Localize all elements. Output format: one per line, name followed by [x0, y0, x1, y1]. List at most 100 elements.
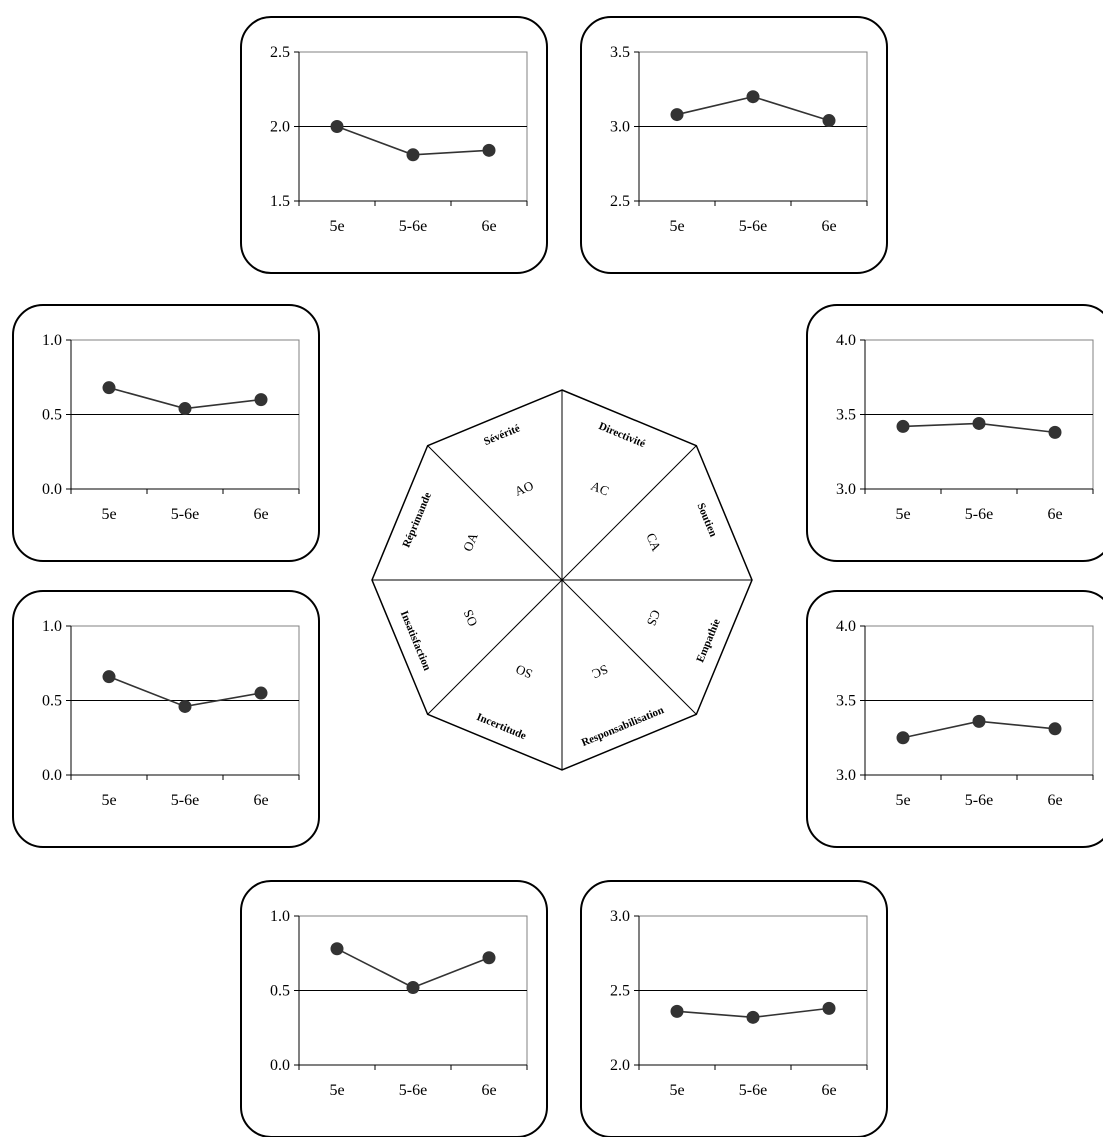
data-point-6e: [822, 1001, 836, 1015]
data-point-5e: [330, 120, 344, 133]
y-tick-label: 3.5: [836, 407, 856, 424]
x-tick-label: 5-6e: [171, 792, 199, 809]
y-tick-label: 1.0: [42, 332, 62, 349]
data-point-6e: [482, 143, 496, 157]
y-tick-label: 2.5: [270, 44, 290, 61]
x-tick-label: 5e: [895, 506, 910, 523]
x-tick-label: 6e: [481, 218, 496, 235]
y-tick-label: 1.0: [270, 908, 290, 925]
data-point-5e: [896, 731, 910, 745]
octagon-code-label: AC: [589, 478, 611, 499]
y-tick-label: 0.0: [270, 1057, 290, 1074]
x-tick-label: 5e: [895, 792, 910, 809]
x-tick-label: 6e: [253, 506, 268, 523]
x-tick-label: 5e: [669, 1082, 684, 1099]
data-point-5e: [896, 419, 910, 433]
x-tick-label: 5-6e: [171, 506, 199, 523]
y-tick-label: 2.0: [610, 1057, 630, 1074]
x-tick-label: 5-6e: [399, 1082, 427, 1099]
y-tick-label: 1.5: [270, 193, 290, 210]
octagon-spoke: [561, 579, 697, 715]
octagon-code-label: AO: [512, 478, 535, 499]
y-tick-label: 2.0: [270, 119, 290, 136]
y-tick-label: 3.0: [610, 119, 630, 136]
panel-border: [240, 16, 548, 274]
chart-panel-severite: 1.5 2.0 2.5 5e 5-6e 6e: [240, 16, 548, 274]
chart-panel-incertitude: 0.0 0.5 1.0 5e 5-6e 6e: [240, 880, 548, 1137]
panel-border: [580, 16, 888, 274]
x-tick-label: 6e: [481, 1082, 496, 1099]
y-tick-label: 3.0: [836, 767, 856, 784]
octagon-code-label: SO: [513, 662, 534, 682]
octagon-code-label: OS: [460, 607, 480, 628]
y-tick-label: 0.5: [42, 407, 62, 424]
chart-panels: 1.5 2.0 2.5 5e 5-6e 6e 2.5 3.0 3.5 5e 5-6e 6e 0.0 0.5…: [12, 16, 1103, 1137]
data-point-5-6e: [746, 1010, 760, 1024]
panel-border: [806, 304, 1103, 562]
panel-border: [240, 880, 548, 1137]
x-tick-label: 5e: [329, 218, 344, 235]
x-tick-label: 5-6e: [399, 218, 427, 235]
data-point-5e: [670, 108, 684, 122]
data-point-5-6e: [972, 714, 986, 728]
data-point-6e: [254, 393, 268, 407]
x-tick-label: 6e: [821, 1082, 836, 1099]
data-point-6e: [822, 114, 836, 128]
chart-panel-responsabilisation: 2.0 2.5 3.0 5e 5-6e 6e: [580, 880, 888, 1137]
x-tick-label: 5-6e: [965, 506, 993, 523]
x-tick-label: 5e: [101, 506, 116, 523]
y-tick-label: 0.5: [42, 693, 62, 710]
y-tick-label: 1.0: [42, 618, 62, 635]
panel-border: [806, 590, 1103, 848]
x-tick-label: 6e: [821, 218, 836, 235]
x-tick-label: 5-6e: [965, 792, 993, 809]
y-tick-label: 3.0: [836, 481, 856, 498]
data-point-5-6e: [178, 699, 192, 713]
interpersonal-octagon: SévéritéAODirectivitéACSoutienCAEmpathie…: [371, 389, 753, 771]
x-tick-label: 5e: [329, 1082, 344, 1099]
chart-panel-soutien: 3.0 3.5 4.0 5e 5-6e 6e: [806, 304, 1103, 562]
y-tick-label: 4.0: [836, 332, 856, 349]
y-tick-label: 0.0: [42, 767, 62, 784]
data-point-5-6e: [406, 981, 420, 995]
chart-panel-empathie: 3.0 3.5 4.0 5e 5-6e 6e: [806, 590, 1103, 848]
y-tick-label: 4.0: [836, 618, 856, 635]
panel-border: [580, 880, 888, 1137]
octagon-code-label: SC: [590, 662, 610, 682]
data-point-5-6e: [178, 402, 192, 416]
x-tick-label: 6e: [253, 792, 268, 809]
octagon-spoke: [561, 445, 697, 581]
y-tick-label: 0.0: [42, 481, 62, 498]
x-tick-label: 5-6e: [739, 1082, 767, 1099]
chart-panel-directivite: 2.5 3.0 3.5 5e 5-6e 6e: [580, 16, 888, 274]
x-tick-label: 6e: [1047, 506, 1062, 523]
chart-panel-insatisfaction: 0.0 0.5 1.0 5e 5-6e 6e: [12, 590, 320, 848]
octagon-code-label: CA: [643, 531, 664, 554]
data-point-5e: [102, 381, 116, 395]
y-tick-label: 3.5: [836, 693, 856, 710]
x-tick-label: 5-6e: [739, 218, 767, 235]
octagon-code-label: CS: [644, 608, 664, 628]
data-point-5e: [102, 670, 116, 684]
y-tick-label: 3.5: [610, 44, 630, 61]
chart-panel-reprimande: 0.0 0.5 1.0 5e 5-6e 6e: [12, 304, 320, 562]
panel-border: [12, 590, 320, 848]
y-tick-label: 2.5: [610, 983, 630, 1000]
data-point-6e: [1048, 425, 1062, 439]
octagon-spoke: [427, 445, 563, 581]
x-tick-label: 6e: [1047, 792, 1062, 809]
y-tick-label: 0.5: [270, 983, 290, 1000]
data-point-5e: [670, 1004, 684, 1018]
data-point-5-6e: [972, 416, 986, 430]
panel-border: [12, 304, 320, 562]
x-tick-label: 5e: [101, 792, 116, 809]
y-tick-label: 3.0: [610, 908, 630, 925]
data-point-5e: [330, 942, 344, 956]
octagon-spoke: [427, 579, 563, 715]
data-point-5-6e: [746, 90, 760, 104]
x-tick-label: 5e: [669, 218, 684, 235]
y-tick-label: 2.5: [610, 193, 630, 210]
data-point-5-6e: [406, 148, 420, 162]
data-point-6e: [1048, 722, 1062, 736]
